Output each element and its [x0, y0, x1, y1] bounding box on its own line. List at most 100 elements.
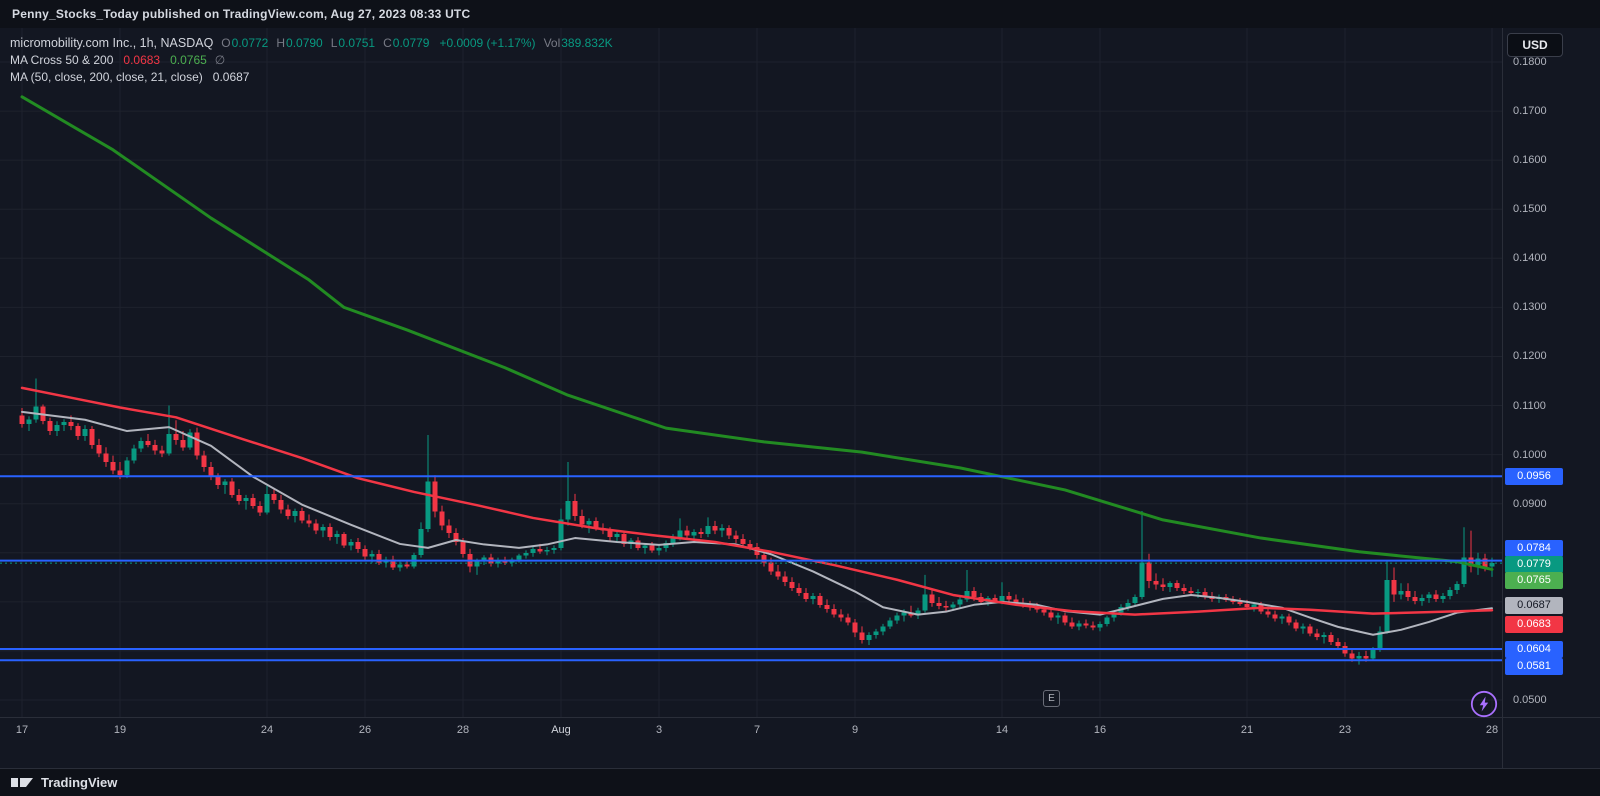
candle-body [894, 615, 900, 621]
ma-title[interactable]: MA (50, close, 200, close, 21, close) [10, 69, 203, 84]
candle-body [1489, 563, 1495, 567]
chart-legend: micromobility.com Inc., 1h, NASDAQ O 0.0… [10, 34, 613, 85]
candle-body [719, 528, 725, 531]
time-axis-label: Aug [551, 724, 571, 736]
candle-body [1174, 583, 1180, 589]
candle-body [880, 626, 886, 632]
price-label-chip: 0.0779 [1505, 556, 1563, 573]
candle-body [1405, 591, 1411, 597]
candle-body [607, 530, 613, 538]
price-tick-label: 0.0900 [1513, 497, 1547, 510]
boost-button[interactable] [1470, 690, 1498, 718]
candle-body [1335, 642, 1341, 647]
ma-cross-title[interactable]: MA Cross 50 & 200 [10, 52, 114, 67]
candle-body [1412, 596, 1418, 601]
lightning-icon [1470, 690, 1498, 718]
candle-body [733, 535, 739, 540]
candle-body [348, 541, 354, 546]
ma21-value: 0.0687 [212, 69, 250, 84]
price-tick-label: 0.1200 [1513, 350, 1547, 363]
tradingview-logo[interactable]: TradingView [10, 775, 117, 790]
candle-body [1307, 626, 1313, 634]
price-tick-label: 0.1100 [1513, 399, 1546, 412]
candle-body [271, 493, 277, 500]
candle-body [1083, 623, 1089, 626]
candle-body [831, 609, 837, 615]
candle-body [824, 604, 830, 610]
tradingview-logo-text: TradingView [41, 775, 118, 790]
candle-body [61, 422, 67, 426]
candle-body [334, 534, 340, 538]
tradingview-logo-icon [11, 778, 33, 787]
candle-body [243, 497, 249, 502]
candle-body [929, 594, 935, 603]
symbol-title[interactable]: micromobility.com Inc., 1h, NASDAQ [10, 35, 214, 50]
candle-body [901, 612, 907, 616]
candle-body [852, 622, 858, 633]
candle-body [747, 543, 753, 547]
symbol-row: micromobility.com Inc., 1h, NASDAQ O 0.0… [10, 34, 613, 51]
candle-body [229, 481, 235, 495]
candle-body [117, 470, 123, 476]
time-axis-label: 14 [995, 724, 1009, 736]
candle-body [1286, 616, 1292, 623]
high-label: H [276, 35, 286, 50]
price-label-chip: 0.0581 [1505, 658, 1563, 675]
candle-body [1447, 590, 1453, 596]
attribution-text: Penny_Stocks_Today published on TradingV… [12, 7, 471, 21]
candle-body [1391, 579, 1397, 595]
candle-body [82, 429, 88, 436]
candle-body [950, 604, 956, 608]
candle-body [145, 440, 151, 445]
earnings-marker[interactable]: E [1043, 690, 1060, 707]
candle-body [1293, 622, 1299, 629]
candle-body [922, 594, 928, 611]
candle-body [915, 610, 921, 616]
candle-body [1461, 557, 1467, 585]
candle-body [621, 534, 627, 544]
candle-body [1300, 626, 1306, 629]
candle-body [96, 444, 102, 454]
candle-body [1104, 617, 1110, 624]
time-axis[interactable]: 17 19 24 26 28 Aug 3 7 9 14 16 21 23 28 [0, 717, 1600, 768]
ma50-line [20, 386, 1494, 616]
candle-body [558, 519, 564, 548]
ma-cross-null-value: ∅ [214, 52, 226, 67]
time-axis-label: 16 [1093, 724, 1107, 736]
time-axis-label: 28 [456, 724, 470, 736]
candle-body [1195, 592, 1201, 594]
candle-body [726, 528, 732, 536]
price-tick-label: 0.1700 [1513, 105, 1547, 118]
candle-body [782, 576, 788, 583]
time-axis-label: 24 [260, 724, 274, 736]
candle-body [292, 511, 298, 516]
change-value: +0.0009 (+1.17%) [439, 35, 536, 50]
price-tick-label: 0.1600 [1513, 154, 1547, 167]
candle-body [1006, 595, 1012, 600]
candlestick-chart-svg[interactable] [0, 28, 1502, 717]
candle-body [355, 541, 361, 549]
price-axis[interactable]: USD 0.1800 0.1700 0.1600 0.1500 0.1400 0.1300… [1502, 28, 1600, 717]
candle-body [1384, 579, 1390, 632]
chart-plot-area[interactable]: micromobility.com Inc., 1h, NASDAQ O 0.0… [0, 28, 1502, 718]
candle-body [887, 620, 893, 627]
candle-body [551, 547, 557, 550]
candle-body [362, 548, 368, 557]
currency-badge[interactable]: USD [1507, 33, 1563, 57]
candle-body [299, 511, 305, 521]
candle-body [614, 534, 620, 538]
candle-body [516, 555, 522, 560]
candle-body [1202, 592, 1208, 596]
price-tick-label: 0.1400 [1513, 252, 1547, 265]
price-tick-label: 0.1300 [1513, 301, 1547, 314]
candle-body [376, 553, 382, 563]
candle-body [138, 440, 144, 449]
candle-body [341, 534, 347, 546]
attribution-bar: Penny_Stocks_Today published on TradingV… [0, 0, 1600, 28]
ma50-value: 0.0683 [123, 52, 161, 67]
candle-body [1363, 655, 1369, 659]
candle-body [943, 605, 949, 608]
price-label-chip: 0.0604 [1505, 641, 1563, 658]
candle-body [194, 432, 200, 456]
time-axis-label: 19 [113, 724, 127, 736]
